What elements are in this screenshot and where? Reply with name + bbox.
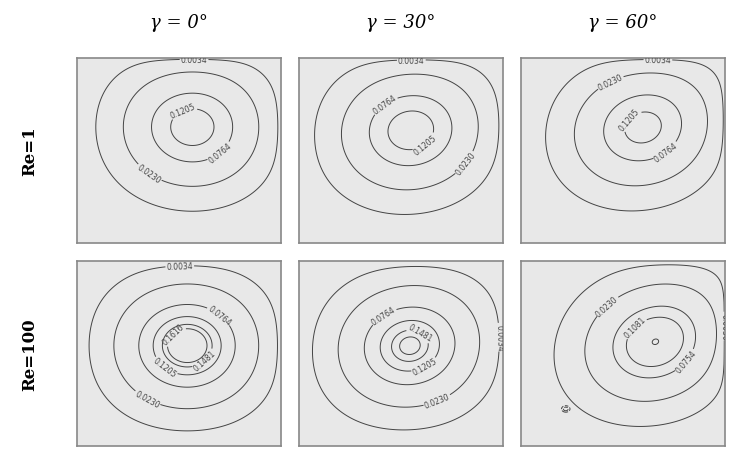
Text: γ = 0°: γ = 0° bbox=[150, 14, 208, 32]
Text: 0.0034: 0.0034 bbox=[494, 324, 504, 351]
Text: Re=100: Re=100 bbox=[20, 318, 38, 390]
Text: 0.1481: 0.1481 bbox=[406, 322, 434, 343]
Text: 0.0754: 0.0754 bbox=[674, 349, 698, 374]
Text: 0.0764: 0.0764 bbox=[653, 141, 679, 164]
Text: 0.1481: 0.1481 bbox=[192, 349, 217, 373]
Text: 0.0230: 0.0230 bbox=[423, 392, 451, 410]
Text: 0.0230: 0.0230 bbox=[133, 389, 161, 410]
Text: 0.1081: 0.1081 bbox=[622, 315, 647, 340]
Text: γ = 30°: γ = 30° bbox=[366, 14, 436, 32]
Text: 0.0764: 0.0764 bbox=[206, 141, 233, 165]
Text: γ = 60°: γ = 60° bbox=[588, 14, 657, 32]
Text: 0.1205: 0.1205 bbox=[411, 357, 438, 377]
Text: 0.0764: 0.0764 bbox=[371, 94, 398, 117]
Text: Re=1: Re=1 bbox=[20, 126, 38, 176]
Text: 0.0034: 0.0034 bbox=[181, 56, 207, 65]
Text: 0.0764: 0.0764 bbox=[206, 303, 233, 327]
Text: 0.0230: 0.0230 bbox=[597, 73, 624, 92]
Text: 0.0034: 0.0034 bbox=[166, 261, 193, 271]
Text: 0.1205: 0.1205 bbox=[617, 106, 641, 132]
Text: 0.1205: 0.1205 bbox=[169, 102, 197, 121]
Text: 0.0230: 0.0230 bbox=[454, 151, 477, 177]
Text: 0.0034: 0.0034 bbox=[398, 56, 425, 66]
Text: 0.0230: 0.0230 bbox=[594, 294, 620, 318]
Text: 0.0230: 0.0230 bbox=[135, 163, 163, 185]
Text: 0.0764: 0.0764 bbox=[370, 305, 397, 327]
Text: 0.0030: 0.0030 bbox=[720, 313, 729, 340]
Text: 0.0034: 0.0034 bbox=[644, 56, 671, 65]
Text: 0.1616: 0.1616 bbox=[160, 322, 186, 347]
Text: 0.1205: 0.1205 bbox=[413, 133, 438, 157]
Text: 0.1205: 0.1205 bbox=[152, 356, 178, 379]
